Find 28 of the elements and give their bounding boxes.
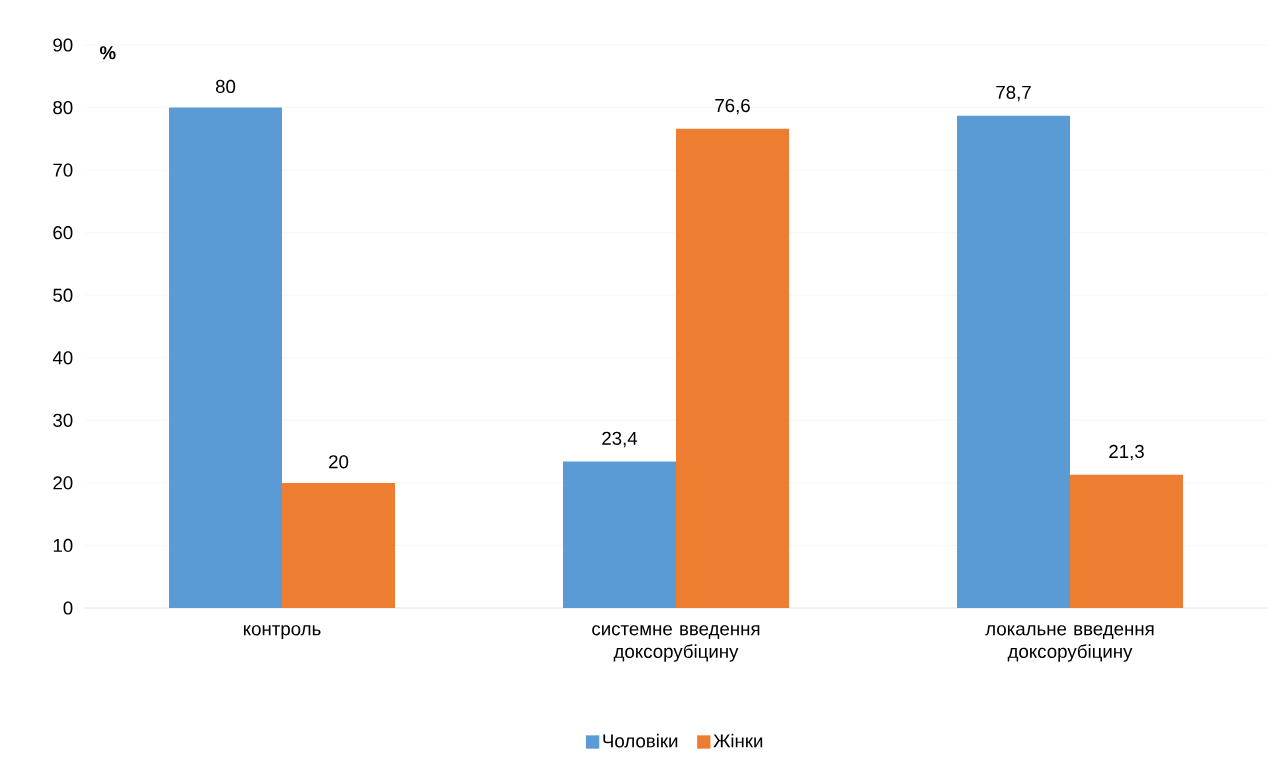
data-label: 78,7 <box>996 85 1031 102</box>
data-label: 20 <box>329 455 349 469</box>
y-tick-label: 50 <box>53 288 73 302</box>
x-tick-label: системне введення доксорубіцину <box>592 625 760 662</box>
x-tick-label: контроль <box>243 625 321 640</box>
y-axis-title: % <box>99 46 116 60</box>
data-label: 76,6 <box>715 98 750 115</box>
y-tick-label: 0 <box>63 601 73 615</box>
y-tick-label: 10 <box>53 538 73 553</box>
y-tick-label: 40 <box>52 351 73 365</box>
y-tick-label: 90 <box>53 38 73 52</box>
bar <box>957 115 1071 608</box>
y-tick-label: 20 <box>53 476 73 490</box>
y-tick-label: 30 <box>53 413 73 427</box>
bar <box>563 461 677 608</box>
y-tick-label: 60 <box>53 226 73 240</box>
y-tick-label: 70 <box>53 163 73 177</box>
data-label: 23,4 <box>602 431 638 448</box>
bar <box>282 482 396 608</box>
data-label: 21,3 <box>1109 444 1144 461</box>
y-tick-label: 80 <box>53 100 73 115</box>
legend-label: Жінки <box>713 733 763 748</box>
bar <box>1070 474 1184 608</box>
bar <box>676 128 790 608</box>
legend-label: Чоловіки <box>603 733 678 748</box>
x-tick-label: локальне введення доксорубіцину <box>985 625 1154 662</box>
data-label: 80 <box>215 79 236 94</box>
bar <box>169 107 283 608</box>
